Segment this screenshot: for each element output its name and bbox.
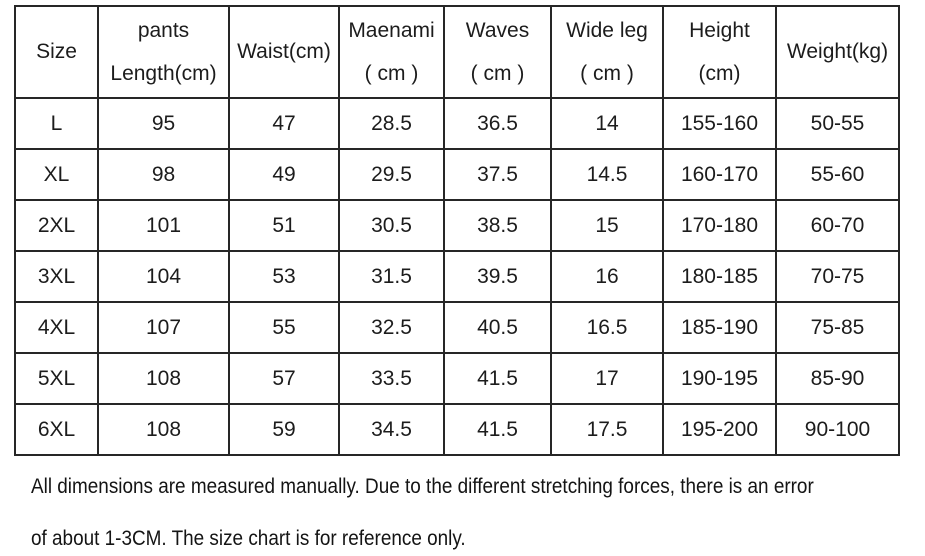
header-label: Weight(kg) bbox=[786, 40, 889, 64]
size-chart-page: Size pants Length(cm) Waist(cm) Maenami … bbox=[0, 5, 925, 556]
cell-weight: 50-55 bbox=[775, 97, 900, 150]
cell-height: 195-200 bbox=[662, 403, 777, 456]
table-row: 4XL 107 55 32.5 40.5 16.5 185-190 75-85 bbox=[14, 301, 900, 354]
cell-maenami: 32.5 bbox=[338, 301, 445, 354]
cell-maenami: 34.5 bbox=[338, 403, 445, 456]
cell-wide-leg: 17 bbox=[550, 352, 664, 405]
column-header-waves: Waves ( cm ) bbox=[443, 5, 552, 99]
cell-pants-length: 107 bbox=[97, 301, 230, 354]
cell-pants-length: 108 bbox=[97, 352, 230, 405]
column-header-wide-leg: Wide leg ( cm ) bbox=[550, 5, 664, 99]
cell-size: 5XL bbox=[14, 352, 99, 405]
table-row: L 95 47 28.5 36.5 14 155-160 50-55 bbox=[14, 97, 900, 150]
cell-pants-length: 104 bbox=[97, 250, 230, 303]
cell-waves: 40.5 bbox=[443, 301, 552, 354]
cell-pants-length: 101 bbox=[97, 199, 230, 252]
table-row: 5XL 108 57 33.5 41.5 17 190-195 85-90 bbox=[14, 352, 900, 405]
cell-size: 4XL bbox=[14, 301, 99, 354]
cell-size: 3XL bbox=[14, 250, 99, 303]
header-label: (cm) bbox=[698, 62, 741, 85]
column-header-weight: Weight(kg) bbox=[775, 5, 900, 99]
cell-weight: 70-75 bbox=[775, 250, 900, 303]
header-label: ( cm ) bbox=[470, 62, 525, 85]
cell-waist: 59 bbox=[228, 403, 340, 456]
cell-size: 2XL bbox=[14, 199, 99, 252]
table-row: XL 98 49 29.5 37.5 14.5 160-170 55-60 bbox=[14, 148, 900, 201]
column-header-size: Size bbox=[14, 5, 99, 99]
cell-height: 155-160 bbox=[662, 97, 777, 150]
cell-waves: 41.5 bbox=[443, 403, 552, 456]
cell-pants-length: 95 bbox=[97, 97, 230, 150]
cell-wide-leg: 16.5 bbox=[550, 301, 664, 354]
cell-waves: 39.5 bbox=[443, 250, 552, 303]
cell-weight: 75-85 bbox=[775, 301, 900, 354]
column-header-height: Height (cm) bbox=[662, 5, 777, 99]
cell-maenami: 31.5 bbox=[338, 250, 445, 303]
cell-waist: 51 bbox=[228, 199, 340, 252]
cell-waist: 57 bbox=[228, 352, 340, 405]
measurement-note-line-2: of about 1-3CM. The size chart is for re… bbox=[31, 525, 466, 550]
cell-size: 6XL bbox=[14, 403, 99, 456]
cell-weight: 90-100 bbox=[775, 403, 900, 456]
column-header-pants-length: pants Length(cm) bbox=[97, 5, 230, 99]
cell-weight: 85-90 bbox=[775, 352, 900, 405]
header-label: pants bbox=[137, 18, 190, 42]
cell-height: 180-185 bbox=[662, 250, 777, 303]
cell-height: 170-180 bbox=[662, 199, 777, 252]
cell-waves: 41.5 bbox=[443, 352, 552, 405]
cell-maenami: 30.5 bbox=[338, 199, 445, 252]
cell-wide-leg: 16 bbox=[550, 250, 664, 303]
size-chart-table: Size pants Length(cm) Waist(cm) Maenami … bbox=[14, 5, 900, 456]
measurement-note-line-1: All dimensions are measured manually. Du… bbox=[31, 474, 814, 498]
header-label: Waist(cm) bbox=[237, 40, 331, 64]
cell-waist: 47 bbox=[228, 97, 340, 150]
cell-pants-length: 108 bbox=[97, 403, 230, 456]
header-label: Waves bbox=[465, 18, 530, 42]
cell-weight: 60-70 bbox=[775, 199, 900, 252]
header-label: Maenami bbox=[348, 18, 435, 42]
header-label: Wide leg bbox=[566, 18, 648, 42]
cell-size: L bbox=[14, 97, 99, 150]
cell-height: 185-190 bbox=[662, 301, 777, 354]
header-label: ( cm ) bbox=[580, 62, 634, 85]
table-row: 6XL 108 59 34.5 41.5 17.5 195-200 90-100 bbox=[14, 403, 900, 456]
cell-height: 190-195 bbox=[662, 352, 777, 405]
header-row: Size pants Length(cm) Waist(cm) Maenami … bbox=[14, 5, 900, 99]
cell-wide-leg: 14.5 bbox=[550, 148, 664, 201]
cell-maenami: 33.5 bbox=[338, 352, 445, 405]
header-label: Height bbox=[689, 18, 750, 42]
cell-height: 160-170 bbox=[662, 148, 777, 201]
cell-waves: 37.5 bbox=[443, 148, 552, 201]
cell-waves: 38.5 bbox=[443, 199, 552, 252]
header-label: ( cm ) bbox=[364, 62, 419, 85]
cell-waist: 49 bbox=[228, 148, 340, 201]
column-header-waist: Waist(cm) bbox=[228, 5, 340, 99]
header-label: Length(cm) bbox=[110, 62, 217, 85]
cell-pants-length: 98 bbox=[97, 148, 230, 201]
cell-waves: 36.5 bbox=[443, 97, 552, 150]
cell-wide-leg: 17.5 bbox=[550, 403, 664, 456]
cell-wide-leg: 14 bbox=[550, 97, 664, 150]
cell-maenami: 29.5 bbox=[338, 148, 445, 201]
cell-maenami: 28.5 bbox=[338, 97, 445, 150]
cell-waist: 53 bbox=[228, 250, 340, 303]
cell-waist: 55 bbox=[228, 301, 340, 354]
column-header-maenami: Maenami ( cm ) bbox=[338, 5, 445, 99]
cell-size: XL bbox=[14, 148, 99, 201]
table-row: 3XL 104 53 31.5 39.5 16 180-185 70-75 bbox=[14, 250, 900, 303]
header-label: Size bbox=[36, 40, 77, 64]
cell-wide-leg: 15 bbox=[550, 199, 664, 252]
cell-weight: 55-60 bbox=[775, 148, 900, 201]
table-row: 2XL 101 51 30.5 38.5 15 170-180 60-70 bbox=[14, 199, 900, 252]
